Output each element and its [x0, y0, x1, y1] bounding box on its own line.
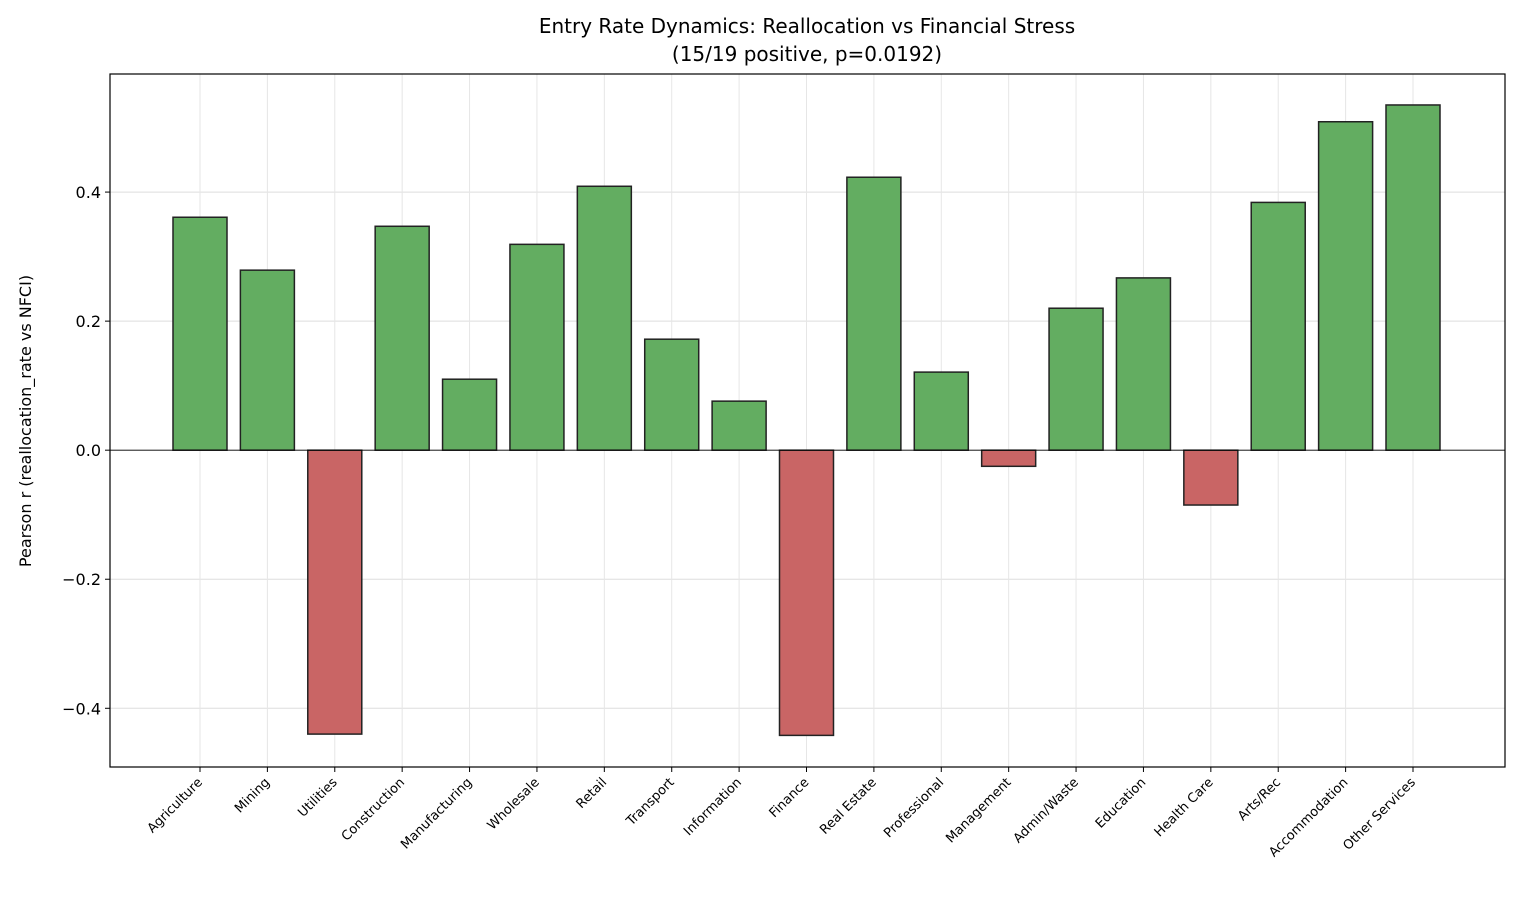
plot-frame: [109, 73, 1506, 768]
bar-arts-rec: [1250, 201, 1306, 451]
x-tick-label: Wholesale: [485, 775, 543, 833]
bar-transport: [643, 338, 700, 451]
bar-manufacturing: [441, 378, 498, 451]
x-tick-label: Utilities: [295, 775, 340, 820]
bar-information: [711, 400, 767, 451]
x-tick-label: Real Estate: [817, 775, 879, 837]
x-tick-label: Professional: [881, 775, 947, 841]
x-tick-label: Management: [943, 775, 1014, 846]
x-tick-label: Education: [1093, 775, 1149, 831]
bar-health-care: [1183, 449, 1239, 506]
y-tick-label: −0.2: [62, 570, 101, 589]
x-tick-label: Information: [681, 775, 745, 839]
chart-subtitle: (15/19 positive, p=0.0192): [672, 42, 942, 66]
bar-professional: [913, 371, 970, 451]
x-tick-label: Admin/Waste: [1011, 775, 1082, 846]
y-tick-label: 0.0: [76, 441, 101, 460]
bar-accommodation: [1317, 120, 1374, 451]
x-tick-label: Retail: [574, 775, 611, 812]
bar-construction: [374, 225, 430, 451]
y-tick-label: 0.4: [76, 183, 101, 202]
bar-finance: [778, 449, 835, 737]
x-tick-label: Mining: [232, 775, 273, 816]
bar-mining: [239, 269, 296, 451]
bar-admin-waste: [1048, 307, 1104, 451]
x-tick-label: Finance: [767, 775, 813, 821]
bar-education: [1115, 277, 1172, 451]
y-tick-label: −0.4: [62, 699, 101, 718]
x-tick-label: Construction: [339, 775, 408, 844]
bar-retail: [576, 185, 633, 451]
x-tick-label: Health Care: [1152, 775, 1217, 840]
bar-utilities: [307, 449, 363, 735]
chart-title: Entry Rate Dynamics: Reallocation vs Fin…: [539, 14, 1075, 38]
bar-other-services: [1385, 104, 1441, 451]
bar-agriculture: [172, 216, 228, 451]
x-tick-label: Arts/Rec: [1235, 775, 1284, 824]
y-tick-label: 0.2: [76, 312, 101, 331]
x-tick-label: Transport: [623, 775, 677, 829]
x-tick-label: Agriculture: [145, 775, 206, 836]
bar-real-estate: [846, 176, 902, 451]
bar-wholesale: [509, 243, 565, 451]
x-tick-label: Other Services: [1340, 775, 1419, 854]
x-tick-label: Manufacturing: [398, 775, 475, 852]
bar-management: [980, 449, 1037, 468]
y-axis-label: Pearson r (reallocation_rate vs NFCI): [16, 275, 36, 567]
